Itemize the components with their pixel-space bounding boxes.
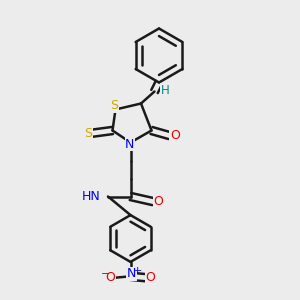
Text: −: − bbox=[101, 269, 110, 279]
Text: +: + bbox=[132, 266, 142, 276]
Text: O: O bbox=[170, 129, 180, 142]
Text: O: O bbox=[146, 271, 155, 284]
Text: S: S bbox=[110, 99, 118, 112]
Text: O: O bbox=[106, 271, 115, 284]
Text: N: N bbox=[127, 267, 136, 280]
Text: O: O bbox=[154, 195, 163, 208]
Text: S: S bbox=[85, 127, 92, 140]
Text: HN: HN bbox=[82, 190, 100, 203]
Text: H: H bbox=[160, 83, 169, 97]
Text: N: N bbox=[125, 137, 135, 151]
